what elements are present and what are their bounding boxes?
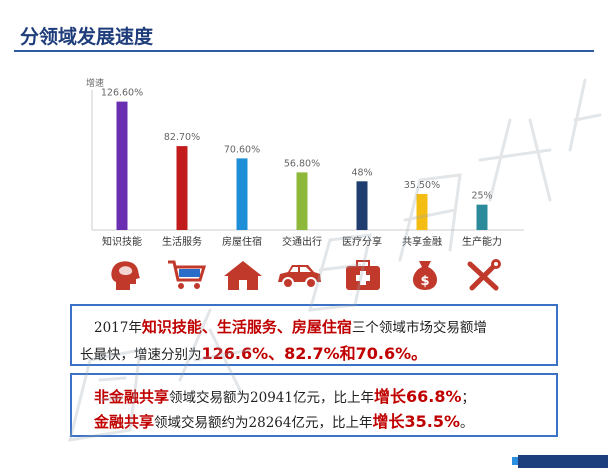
house-icon [224, 261, 262, 290]
bar-3 [236, 158, 248, 230]
summary2-line1-mid: 领域交易额为20941亿元，比上年 [169, 390, 374, 406]
data-label-1: 126.60% [101, 88, 143, 99]
summary2-line2-mid: 领域交易额约为28264亿元，比上年 [154, 415, 373, 431]
footer-logo-mark [512, 457, 520, 465]
brain-head-icon [111, 261, 140, 290]
category-label-6: 共享金融 [402, 235, 442, 248]
non-financial-growth: 增长66.8% [373, 387, 462, 406]
footer-logo-bar [518, 455, 608, 468]
growth-bar-chart: 增速 126.60% 知识技能 82.70% 生活服务 70.60% 房屋住宿 56.80%… [86, 77, 524, 248]
summary1-rates: 126.6%、82.7%和70.6%。 [201, 344, 428, 363]
summary1-prefix: 2017年 [94, 320, 142, 336]
non-financial-sharing-label: 非金融共享 [94, 388, 170, 406]
summary2-line2: 金融共享领域交易额约为28264亿元，比上年增长35.5%。 [94, 408, 473, 432]
summary-box-1: 2017年知识技能、生活服务、房屋住宿三个领域市场交易额增 长最快，增速分别为1… [70, 304, 558, 366]
financial-growth: 增长35.5% [372, 412, 460, 431]
category-label-1: 知识技能 [102, 235, 142, 248]
bar-5 [356, 181, 368, 230]
summary2-line1-end: ； [461, 390, 475, 406]
svg-text:$: $ [420, 274, 429, 289]
summary2-line2-end: 。 [459, 415, 474, 431]
summary1-middle: 三个领域市场交易额增 [351, 320, 487, 336]
title-divider [14, 50, 594, 52]
summary1-line2: 长最快，增速分别为126.6%、82.7%和70.6%。 [80, 340, 427, 364]
bar-7 [476, 204, 488, 230]
page-title: 分领域发展速度 [20, 26, 154, 48]
bar-2 [176, 146, 188, 230]
category-label-2: 生活服务 [162, 235, 202, 248]
bar-4 [296, 172, 308, 230]
summary2-line1: 非金融共享领域交易额为20941亿元，比上年增长66.8%； [94, 383, 475, 407]
data-label-4: 56.80% [284, 158, 320, 169]
summary1-line1: 2017年知识技能、生活服务、房屋住宿三个领域市场交易额增 [94, 316, 487, 337]
summary1-line2-prefix: 长最快，增速分别为 [80, 347, 202, 363]
data-label-5: 48% [351, 167, 372, 178]
category-label-3: 房屋住宿 [222, 235, 262, 248]
medical-kit-icon [346, 260, 380, 290]
category-label-7: 生产能力 [462, 235, 502, 248]
bar-6 [416, 193, 428, 230]
car-icon [278, 265, 321, 289]
y-axis-label: 增速 [86, 77, 104, 89]
tools-icon [467, 259, 501, 291]
data-label-2: 82.70% [164, 132, 200, 143]
summary1-highlight: 知识技能、生活服务、房屋住宿 [141, 318, 352, 336]
money-bag-icon: $ [412, 261, 438, 290]
financial-sharing-label: 金融共享 [94, 413, 155, 431]
category-icons: $ [0, 258, 608, 298]
data-label-6: 35.50% [404, 180, 440, 191]
category-label-5: 医疗分享 [342, 235, 382, 248]
summary-box-2: 非金融共享领域交易额为20941亿元，比上年增长66.8%； 金融共享领域交易额… [70, 373, 558, 437]
bar-1 [116, 101, 128, 230]
category-label-4: 交通出行 [282, 235, 322, 248]
data-label-7: 25% [471, 191, 492, 202]
shopping-cart-icon [168, 260, 207, 289]
data-label-3: 70.60% [224, 144, 260, 155]
